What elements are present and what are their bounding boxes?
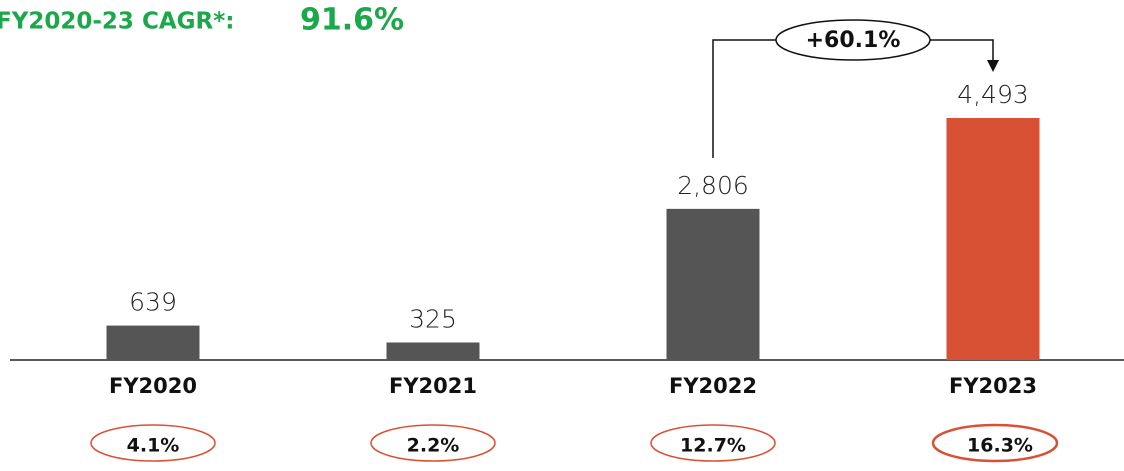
bar xyxy=(946,118,1040,360)
growth-annotation: +60.1% xyxy=(806,28,901,53)
category-label: FY2022 xyxy=(669,374,757,398)
margin-ellipse xyxy=(931,423,1059,463)
bar xyxy=(386,342,480,360)
bracket-right xyxy=(930,39,994,62)
bracket-left xyxy=(712,39,776,158)
bar xyxy=(666,208,760,360)
margin-ellipse xyxy=(650,424,776,462)
margin-label: 12.7% xyxy=(680,435,746,457)
margin-label: 16.3% xyxy=(967,435,1033,457)
value-label: 4,493 xyxy=(957,80,1029,109)
margin-label: 2.2% xyxy=(407,435,460,457)
category-label: FY2023 xyxy=(949,374,1037,398)
margin-label: 4.1% xyxy=(127,435,180,457)
category-label: FY2020 xyxy=(109,374,197,398)
chart-title: FY2020-23 CAGR*: xyxy=(0,9,234,35)
value-label: 639 xyxy=(129,288,177,317)
growth-ellipse xyxy=(775,19,931,61)
bar xyxy=(106,325,200,360)
margin-ellipse xyxy=(370,424,496,462)
value-label: 325 xyxy=(409,304,457,333)
arrowhead xyxy=(987,60,999,72)
category-label: FY2021 xyxy=(389,374,477,398)
value-label: 2,806 xyxy=(677,171,749,200)
margin-ellipse xyxy=(90,424,216,462)
chart-title-value: 91.6% xyxy=(300,3,404,38)
